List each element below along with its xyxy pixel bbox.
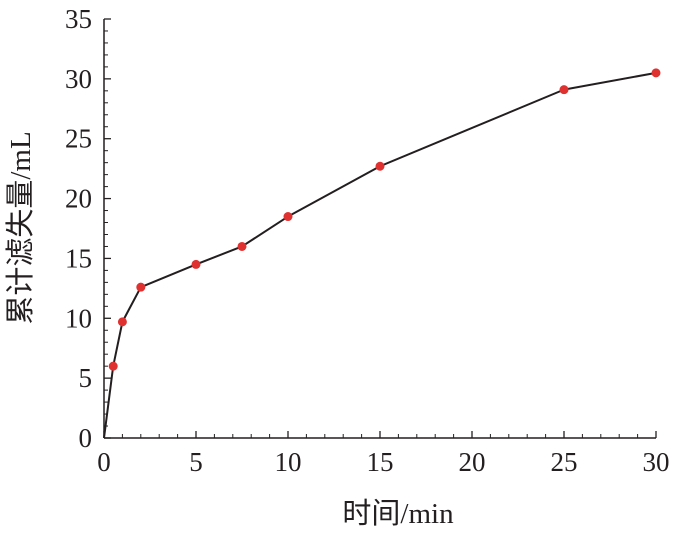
- y-tick-label: 30: [65, 64, 92, 94]
- x-tick-label: 25: [551, 447, 578, 477]
- x-tick-label: 15: [367, 447, 394, 477]
- data-point: [108, 361, 118, 371]
- data-point: [136, 282, 146, 292]
- series-line: [103, 71, 657, 439]
- y-tick-label: 0: [79, 423, 93, 453]
- data-point: [375, 161, 385, 171]
- x-tick-label: 5: [189, 447, 203, 477]
- y-axis-ticks: 0 5 10 15 20 25 30 35: [65, 4, 111, 453]
- data-point: [283, 212, 293, 222]
- y-tick-label: 5: [79, 363, 93, 393]
- data-point: [117, 317, 127, 327]
- series-layer: [103, 68, 661, 439]
- y-tick-label: 35: [65, 4, 92, 34]
- x-axis-title: 时间/min: [342, 497, 454, 530]
- y-tick-label: 20: [65, 184, 92, 214]
- axes: [103, 19, 656, 439]
- x-tick-label: 20: [459, 447, 486, 477]
- data-point: [191, 259, 201, 269]
- y-tick-label: 15: [65, 243, 92, 273]
- y-tick-label: 10: [65, 303, 92, 333]
- x-axis-ticks: 0 5 10 15 20 25 30: [97, 431, 670, 477]
- data-point: [559, 85, 569, 95]
- data-point: [651, 68, 661, 78]
- x-tick-label: 0: [97, 447, 111, 477]
- x-tick-label: 30: [643, 447, 670, 477]
- y-axis-title: 累计滤失量/mL: [4, 131, 37, 324]
- y-tick-label: 25: [65, 124, 92, 154]
- data-point: [237, 241, 247, 251]
- x-tick-label: 10: [275, 447, 302, 477]
